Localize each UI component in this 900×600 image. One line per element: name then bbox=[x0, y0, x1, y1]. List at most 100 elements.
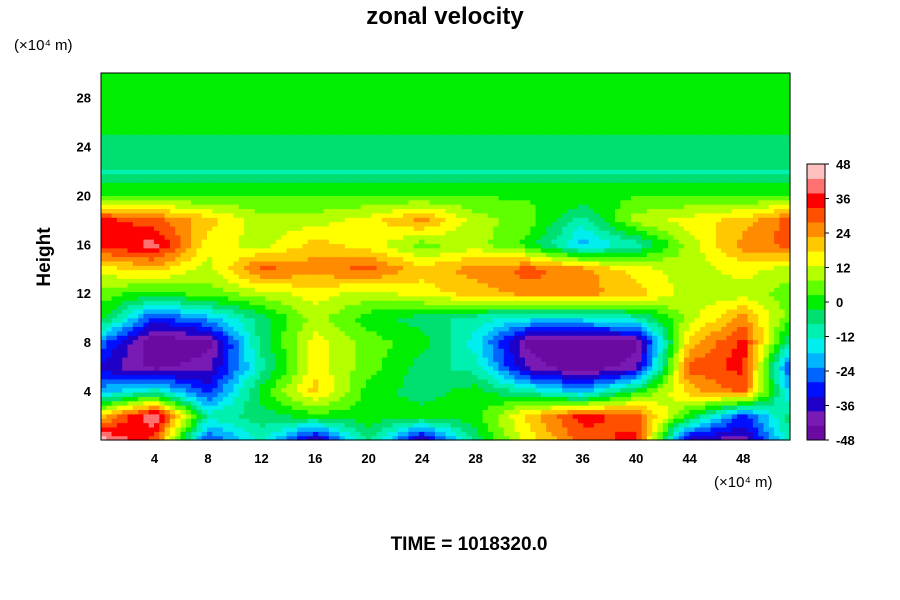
heatmap-cell bbox=[742, 361, 749, 367]
heatmap-cell bbox=[185, 330, 192, 336]
heatmap-cell bbox=[678, 361, 685, 367]
heatmap-cell bbox=[689, 330, 696, 336]
heatmap-cell bbox=[572, 326, 579, 332]
heatmap-cell bbox=[503, 400, 510, 406]
heatmap-cell bbox=[583, 435, 590, 441]
heatmap-cell bbox=[440, 378, 447, 384]
heatmap-cell bbox=[291, 370, 298, 376]
heatmap-cell bbox=[101, 295, 107, 301]
heatmap-cell bbox=[376, 326, 383, 332]
heatmap-cell bbox=[228, 343, 235, 349]
heatmap-cell bbox=[615, 304, 621, 310]
heatmap-cell bbox=[381, 422, 388, 428]
heatmap-cell bbox=[503, 313, 510, 319]
heatmap-cell bbox=[191, 269, 197, 275]
heatmap-cell bbox=[228, 405, 235, 411]
heatmap-cell bbox=[238, 343, 245, 349]
heatmap-cell bbox=[498, 409, 505, 415]
heatmap-cell bbox=[148, 387, 155, 393]
heatmap-cell bbox=[222, 273, 229, 279]
heatmap-cell bbox=[583, 343, 590, 349]
heatmap-cell bbox=[779, 335, 786, 341]
heatmap-cell bbox=[715, 330, 722, 336]
heatmap-cell bbox=[466, 273, 473, 279]
heatmap-cell bbox=[625, 409, 632, 415]
heatmap-cell bbox=[652, 317, 659, 323]
heatmap-cell bbox=[646, 317, 653, 323]
heatmap-cell bbox=[127, 278, 134, 284]
heatmap-cell bbox=[684, 431, 690, 437]
heatmap-cell bbox=[466, 396, 473, 402]
heatmap-cell bbox=[768, 374, 775, 380]
heatmap-cell bbox=[270, 291, 277, 297]
heatmap-cell bbox=[387, 317, 394, 323]
heatmap-cell bbox=[678, 422, 685, 428]
heatmap-cell bbox=[360, 352, 367, 358]
heatmap-cell bbox=[185, 413, 192, 419]
heatmap-cell bbox=[302, 400, 309, 406]
heatmap-cell bbox=[509, 422, 515, 428]
heatmap-cell bbox=[572, 435, 579, 441]
heatmap-cell bbox=[212, 282, 219, 288]
heatmap-cell bbox=[662, 287, 669, 293]
heatmap-cell bbox=[567, 295, 574, 301]
heatmap-cell bbox=[551, 343, 558, 349]
heatmap-cell bbox=[297, 291, 303, 297]
heatmap-cell bbox=[175, 313, 182, 319]
heatmap-cell bbox=[699, 361, 706, 367]
heatmap-cell bbox=[461, 339, 468, 345]
heatmap-cell bbox=[175, 413, 182, 419]
heatmap-cell bbox=[509, 378, 515, 384]
heatmap-cell bbox=[615, 422, 621, 428]
heatmap-cell bbox=[387, 304, 394, 310]
heatmap-cell bbox=[328, 308, 335, 314]
heatmap-cell bbox=[519, 400, 526, 406]
heatmap-cell bbox=[737, 343, 743, 349]
heatmap-cell bbox=[472, 300, 478, 306]
heatmap-cell bbox=[567, 383, 574, 389]
heatmap-cell bbox=[281, 317, 288, 323]
heatmap-cell bbox=[217, 300, 224, 306]
heatmap-cell bbox=[307, 282, 314, 288]
heatmap-cell bbox=[694, 317, 701, 323]
heatmap-cell bbox=[551, 413, 558, 419]
heatmap-cell bbox=[101, 304, 107, 310]
heatmap-cell bbox=[599, 435, 606, 441]
heatmap-cell bbox=[397, 273, 404, 279]
heatmap-cell bbox=[366, 374, 372, 380]
heatmap-cell bbox=[392, 426, 399, 432]
heatmap-cell bbox=[381, 418, 388, 424]
heatmap-cell bbox=[742, 365, 749, 371]
heatmap-cell bbox=[583, 400, 590, 406]
heatmap-cell bbox=[122, 426, 129, 432]
heatmap-cell bbox=[652, 361, 659, 367]
heatmap-cell bbox=[191, 278, 197, 284]
heatmap-cell bbox=[281, 278, 288, 284]
heatmap-cell bbox=[201, 282, 208, 288]
heatmap-cell bbox=[625, 343, 632, 349]
heatmap-cell bbox=[122, 273, 129, 279]
heatmap-cell bbox=[572, 330, 579, 336]
heatmap-cell bbox=[493, 313, 500, 319]
heatmap-cell bbox=[217, 287, 224, 293]
heatmap-cell bbox=[275, 273, 282, 279]
heatmap-cell bbox=[318, 348, 325, 354]
heatmap-cell bbox=[525, 322, 531, 328]
heatmap-cell bbox=[715, 383, 722, 389]
heatmap-cell bbox=[154, 356, 160, 362]
heatmap-cell bbox=[376, 313, 383, 319]
heatmap-cell bbox=[350, 365, 356, 371]
heatmap-cell bbox=[413, 282, 420, 288]
heatmap-cell bbox=[609, 374, 616, 380]
heatmap-cell bbox=[440, 396, 447, 402]
heatmap-cell bbox=[360, 400, 367, 406]
heatmap-cell bbox=[551, 396, 558, 402]
heatmap-cell bbox=[111, 300, 118, 306]
heatmap-cell bbox=[387, 391, 394, 397]
heatmap-cell bbox=[387, 313, 394, 319]
heatmap-cell bbox=[493, 426, 500, 432]
heatmap-cell bbox=[668, 348, 674, 354]
heatmap-cell bbox=[196, 317, 203, 323]
heatmap-cell bbox=[334, 370, 341, 376]
heatmap-cell bbox=[291, 418, 298, 424]
